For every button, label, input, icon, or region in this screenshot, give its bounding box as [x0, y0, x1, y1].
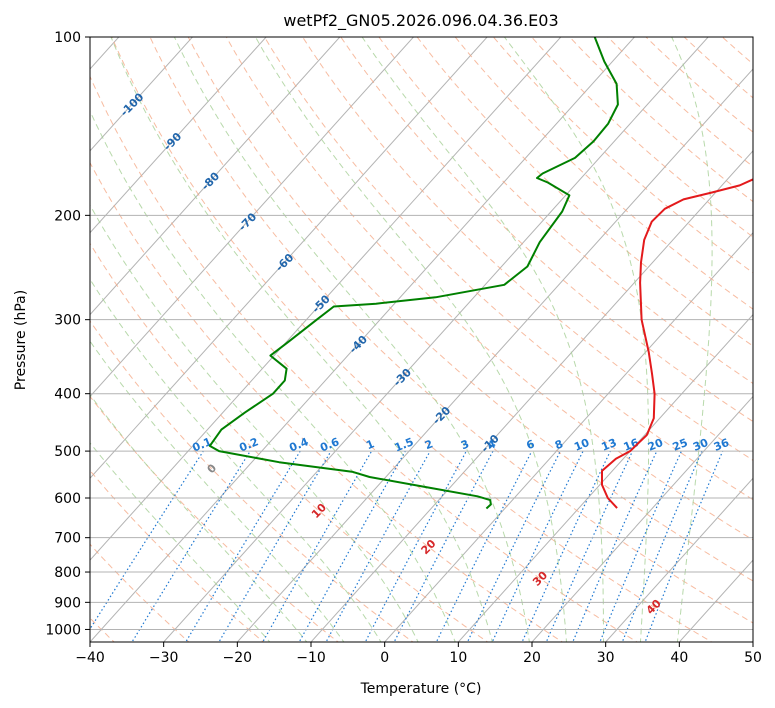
dewpoint-profile-line [208, 37, 619, 510]
x-axis-label: Temperature (°C) [360, 681, 482, 697]
dry-adiabat-line [225, 37, 753, 541]
dry-adiabat-line [263, 37, 753, 501]
isotherm-line [457, 313, 753, 642]
y-tick-label: 200 [54, 208, 81, 224]
mixing-ratio-label: 25 [671, 436, 690, 454]
chart-title: wetPf2_GN05.2026.096.04.36.E03 [283, 11, 558, 31]
isotherm-line [90, 37, 562, 561]
mixing-ratio-label: 10 [572, 436, 591, 454]
mixing-ratio-label: 3 [459, 437, 471, 452]
mixing-ratio-line [90, 450, 204, 631]
dry-adiabat-line [416, 37, 753, 347]
isotherm-line [383, 231, 753, 642]
moist-adiabat-line [90, 442, 271, 642]
mixing-ratio-label: 36 [712, 436, 731, 454]
mixing-ratio-label: 1 [364, 437, 376, 452]
y-tick-label: 700 [54, 531, 81, 547]
mixing-ratio-line [364, 450, 467, 642]
x-tick-label: 40 [670, 650, 688, 666]
x-tick-label: 50 [744, 650, 762, 666]
plot-frame [89, 36, 754, 643]
x-tick-label: 30 [597, 650, 615, 666]
x-tick-label: −20 [223, 650, 253, 666]
temperature-profile-line [601, 178, 753, 509]
mixing-ratio-label: 2 [423, 437, 435, 452]
mixing-ratio-line [218, 450, 332, 642]
profile-series [208, 37, 753, 510]
isotherm-line [531, 395, 753, 642]
pressure-gridlines [90, 37, 753, 630]
y-tick-label: 100 [54, 30, 81, 46]
isotherm-lines [90, 37, 753, 642]
y-tick-label: 300 [54, 313, 81, 329]
y-tick-label: 600 [54, 491, 81, 507]
isotherm-line [90, 37, 194, 152]
mixing-ratio-label: 20 [646, 436, 665, 454]
y-tick-label: 400 [54, 387, 81, 403]
mixing-ratio-line [644, 450, 724, 642]
dry-adiabat-line [90, 395, 340, 642]
x-tick-label: −30 [149, 650, 179, 666]
mixing-ratio-line [599, 450, 682, 642]
mixing-ratio-label: 30 [691, 436, 710, 454]
mixing-ratio-label: 8 [553, 437, 565, 452]
mixing-ratio-lines [90, 450, 724, 642]
plot-area: -100-90-80-70-60-50-40-30-20-100.1 0.2 0.4… [90, 37, 753, 642]
x-tick-label: −10 [296, 650, 326, 666]
y-tick-label: 1000 [45, 622, 81, 638]
isotherm-line [90, 37, 341, 316]
dry-adiabat-line [187, 37, 753, 582]
x-tick-label: 0 [380, 650, 389, 666]
dry-adiabat-line [454, 37, 753, 310]
mixing-ratio-line [131, 450, 251, 642]
isotherm-line [90, 37, 267, 234]
mixing-ratio-line [621, 450, 703, 642]
y-tick-label: 900 [54, 595, 81, 611]
isotherm-line [310, 150, 753, 642]
dry-adiabat-line [90, 75, 638, 642]
x-tick-label: −40 [75, 650, 105, 666]
isotherm-line [90, 37, 636, 642]
mixing-ratio-label: 16 [622, 436, 641, 454]
isotherm-line [90, 37, 415, 398]
mixing-ratio-label: 13 [600, 436, 619, 454]
mixing-ratio-line [521, 450, 611, 642]
isotherm-line [162, 37, 709, 642]
x-tick-label: 20 [523, 650, 541, 666]
axis-ticks: −40 −30 −20 −10 0 10 20 30 40 50 100 200 300 400 500 60… [45, 30, 762, 666]
y-axis-label: Pressure (hPa) [13, 290, 29, 390]
isotherm-line [90, 37, 488, 480]
y-tick-label: 500 [54, 444, 81, 460]
mixing-ratio-line [393, 450, 494, 642]
y-tick-label: 800 [54, 565, 81, 581]
mixing-ratio-line [491, 450, 584, 642]
isotherm-line [236, 68, 753, 642]
x-tick-label: 10 [449, 650, 467, 666]
isotherm-line [604, 477, 753, 642]
